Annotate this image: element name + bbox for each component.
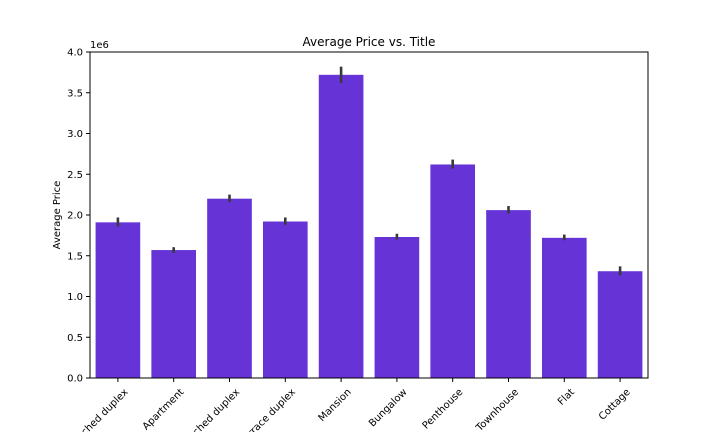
x-tick-label-7: Townhouse bbox=[474, 387, 522, 432]
bar-6 bbox=[430, 164, 476, 378]
x-tick-label-9: Cottage bbox=[597, 387, 633, 423]
x-tick-label-4: Mansion bbox=[317, 387, 354, 424]
y-tick-label-4: 2.0 bbox=[67, 211, 83, 222]
y-tick-label-1: 0.5 bbox=[67, 333, 83, 344]
bar-2 bbox=[207, 198, 252, 378]
y-tick-label-0: 0.0 bbox=[67, 374, 83, 385]
y-axis-label: Average Price bbox=[52, 181, 63, 250]
bars-group bbox=[95, 74, 643, 378]
bar-7 bbox=[486, 210, 531, 378]
x-tick-label-3: Terrace duplex bbox=[238, 387, 298, 432]
bar-5 bbox=[374, 237, 420, 378]
bar-1 bbox=[151, 250, 197, 378]
chart-title: Average Price vs. Title bbox=[303, 35, 436, 49]
y-tick-label-2: 1.0 bbox=[67, 292, 83, 303]
bar-8 bbox=[541, 237, 587, 378]
bar-3 bbox=[262, 221, 308, 378]
bar-9 bbox=[597, 271, 643, 378]
bar-4 bbox=[318, 74, 364, 378]
error-bars-group bbox=[116, 66, 622, 276]
y-tick-label-8: 4.0 bbox=[67, 48, 83, 59]
y-tick-label-5: 2.5 bbox=[67, 170, 83, 181]
x-tick-label-6: Penthouse bbox=[421, 387, 466, 432]
plot-frame bbox=[89, 51, 649, 379]
x-tick-label-8: Flat bbox=[556, 387, 577, 408]
x-tick-label-0: Detached duplex bbox=[63, 387, 131, 432]
y-axis: 0.0 0.5 1.0 1.5 2.0 2.5 3.0 3.5 4.0 bbox=[67, 48, 90, 385]
y-tick-label-7: 3.5 bbox=[67, 88, 83, 99]
y-tick-label-6: 3.0 bbox=[67, 129, 83, 140]
y-tick-label-3: 1.5 bbox=[67, 251, 83, 262]
x-tick-label-5: Bungalow bbox=[367, 387, 409, 429]
x-tick-label-1: Apartment bbox=[141, 387, 187, 432]
bar-0 bbox=[95, 222, 141, 378]
y-axis-offset-label: 1e6 bbox=[90, 40, 109, 51]
